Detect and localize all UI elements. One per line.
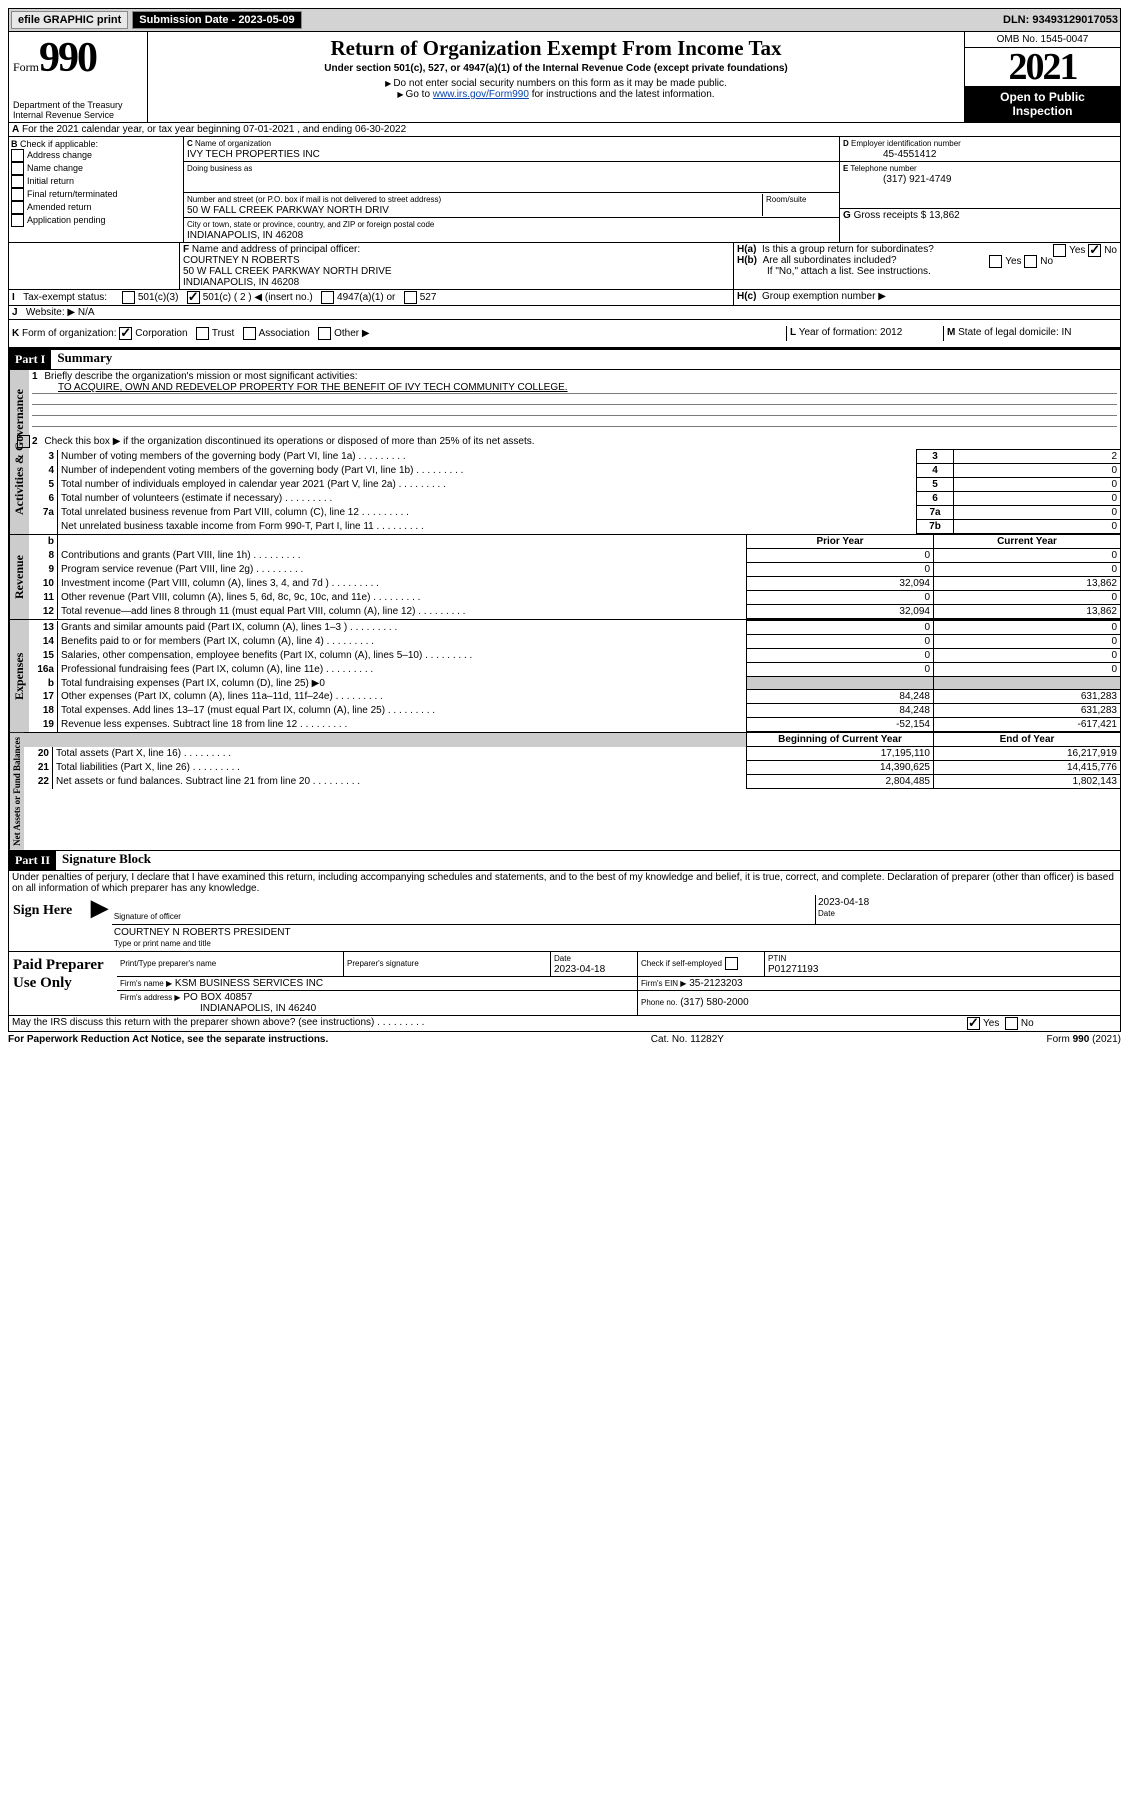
org-name: IVY TECH PROPERTIES INC [187, 149, 320, 160]
FH-block: F Name and address of principal officer:… [8, 243, 1121, 290]
l2-checkbox[interactable] [17, 435, 30, 448]
website: N/A [78, 307, 95, 318]
KLM-block: K Form of organization: Corporation Trus… [8, 320, 1121, 348]
note-ssn: Do not enter social security numbers on … [156, 78, 956, 89]
firm-phone: (317) 580-2000 [680, 997, 748, 1008]
I-block: I Tax-exempt status: 501(c)(3) 501(c) ( … [8, 290, 1121, 306]
Ha-no-checkbox[interactable] [1088, 244, 1101, 257]
B-checkbox[interactable] [11, 188, 24, 201]
form-header: Form990 Department of the Treasury Inter… [8, 32, 1121, 123]
line-A: A For the 2021 calendar year, or tax yea… [8, 123, 1121, 137]
form-title: Return of Organization Exempt From Incom… [156, 36, 956, 61]
K-checkbox[interactable] [119, 327, 132, 340]
part1-header: Part ISummary [8, 348, 1121, 370]
I-checkbox[interactable] [404, 291, 417, 304]
dln: DLN: 93493129017053 [1003, 14, 1118, 26]
open-to-public: Open to Public Inspection [965, 86, 1120, 122]
I-checkbox[interactable] [122, 291, 135, 304]
officer-name: COURTNEY N ROBERTS [183, 255, 300, 266]
B-checkbox[interactable] [11, 149, 24, 162]
ein: 45-4551412 [843, 149, 936, 160]
entity-block: B Check if applicable: Address changeNam… [8, 137, 1121, 243]
state-domicile: State of legal domicile: IN [958, 327, 1071, 338]
revenue-section: Revenue bPrior YearCurrent Year8Contribu… [8, 535, 1121, 620]
discuss-row: May the IRS discuss this return with the… [8, 1016, 1121, 1032]
netassets-section: Net Assets or Fund Balances Beginning of… [8, 733, 1121, 851]
B-checkbox[interactable] [11, 201, 24, 214]
page-footer: For Paperwork Reduction Act Notice, see … [8, 1032, 1121, 1045]
tax-year: 2021 [965, 48, 1120, 86]
self-employed-checkbox[interactable] [725, 957, 738, 970]
B-checkbox[interactable] [11, 214, 24, 227]
declaration: Under penalties of perjury, I declare th… [8, 871, 1121, 895]
paid-preparer-label: Paid Preparer Use Only [9, 952, 117, 1015]
K-checkbox[interactable] [243, 327, 256, 340]
officer-name-title: COURTNEY N ROBERTS PRESIDENT [114, 927, 291, 938]
irs-label: Internal Revenue Service [13, 110, 143, 120]
note-goto: Go to www.irs.gov/Form990 for instructio… [156, 89, 956, 100]
expenses-section: Expenses 13Grants and similar amounts pa… [8, 620, 1121, 733]
tab-netassets: Net Assets or Fund Balances [9, 733, 24, 850]
tab-activities: Activities & Governance [9, 370, 29, 534]
B-checkbox[interactable] [11, 162, 24, 175]
B-checkbox[interactable] [11, 175, 24, 188]
sign-here-block: Sign Here ▶ Signature of officer 2023-04… [8, 895, 1121, 952]
sign-here-label: Sign Here [9, 895, 87, 951]
form-word: Form [13, 60, 39, 74]
year-formation: Year of formation: 2012 [799, 327, 903, 338]
B-label: Check if applicable: [20, 139, 98, 149]
mission: TO ACQUIRE, OWN AND REDEVELOP PROPERTY F… [58, 382, 568, 393]
org-city: INDIANAPOLIS, IN 46208 [187, 230, 303, 241]
submission-date: Submission Date - 2023-05-09 [132, 11, 301, 29]
K-checkbox[interactable] [196, 327, 209, 340]
part1-body: Activities & Governance 1 Briefly descri… [8, 370, 1121, 535]
J-block: J Website: ▶ N/A [8, 306, 1121, 320]
I-checkbox[interactable] [187, 291, 200, 304]
sig-date: 2023-04-18 [818, 897, 869, 908]
paid-preparer-block: Paid Preparer Use Only Print/Type prepar… [8, 952, 1121, 1016]
tab-revenue: Revenue [9, 535, 29, 619]
form-number: 990 [39, 35, 96, 81]
firm-ein: 35-2123203 [689, 978, 742, 989]
top-toolbar: efile GRAPHIC print Submission Date - 20… [8, 8, 1121, 32]
I-checkbox[interactable] [321, 291, 334, 304]
tab-expenses: Expenses [9, 620, 29, 732]
form-subtitle: Under section 501(c), 527, or 4947(a)(1)… [156, 63, 956, 74]
discuss-no-checkbox[interactable] [1005, 1017, 1018, 1030]
K-checkbox[interactable] [318, 327, 331, 340]
efile-button[interactable]: efile GRAPHIC print [11, 11, 128, 29]
irs-link[interactable]: www.irs.gov/Form990 [433, 89, 529, 100]
firm-address: PO BOX 40857 [183, 992, 252, 1003]
part2-header: Part IISignature Block [8, 851, 1121, 871]
discuss-yes-checkbox[interactable] [967, 1017, 980, 1030]
ptin: P01271193 [768, 964, 818, 975]
phone: (317) 921-4749 [843, 174, 951, 185]
org-address: 50 W FALL CREEK PARKWAY NORTH DRIV [187, 205, 389, 216]
gross-receipts: Gross receipts $ 13,862 [854, 210, 960, 221]
dept-treasury: Department of the Treasury [13, 100, 143, 110]
form-ref: Form 990 (2021) [1047, 1034, 1122, 1045]
firm-name: KSM BUSINESS SERVICES INC [175, 978, 323, 989]
